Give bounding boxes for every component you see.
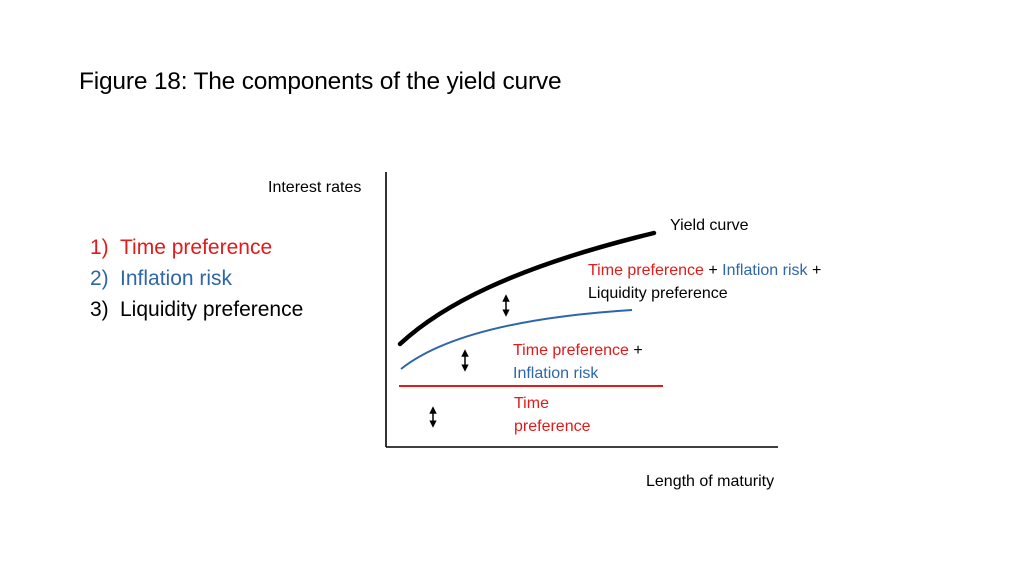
liquidity-preference-text: Liquidity preference [588, 285, 728, 302]
list-text: Time preference [120, 236, 273, 259]
list-text: Inflation risk [120, 267, 233, 290]
list-item-time-preference: 1) Time preference [90, 232, 330, 263]
list-number: 1) [90, 236, 109, 259]
bottom-label-line1: Time [514, 395, 549, 412]
middle-curve-label: Time preference + Inflation risk [513, 339, 643, 385]
x-axis-label: Length of maturity [646, 473, 775, 490]
plus-sign: + [703, 262, 723, 279]
list-number: 3) [90, 298, 109, 321]
yield-curve-label: Yield curve [670, 217, 749, 234]
list-item-inflation-risk: 2) Inflation risk [90, 263, 330, 294]
yield-curve-line [397, 230, 657, 347]
components-list: 1) Time preference 2) Inflation risk 3) … [90, 232, 330, 325]
figure-title: Figure 18: The components of the yield c… [79, 68, 562, 95]
top-curve-label: Time preference + Inflation risk + Liqui… [588, 259, 821, 305]
top-curve-label-line1: Time preference + Inflation risk + [588, 259, 821, 282]
plus-sign: + [628, 342, 643, 359]
time-preference-text: Time preference [513, 342, 629, 359]
y-axis-label: Interest rates [268, 179, 362, 196]
inflation-risk-text: Inflation risk [722, 262, 808, 279]
list-text: Liquidity preference [120, 298, 304, 321]
time-plus-inflation-curve [400, 309, 633, 370]
list-item-liquidity-preference: 3) Liquidity preference [90, 294, 330, 325]
bottom-line-label: Time preference [514, 392, 591, 438]
plus-sign: + [807, 262, 822, 279]
bottom-label-line2: preference [514, 418, 591, 435]
list-number: 2) [90, 267, 109, 290]
inflation-risk-text: Inflation risk [513, 365, 599, 382]
time-preference-text: Time preference [588, 262, 704, 279]
middle-curve-label-line1: Time preference + [513, 339, 643, 362]
